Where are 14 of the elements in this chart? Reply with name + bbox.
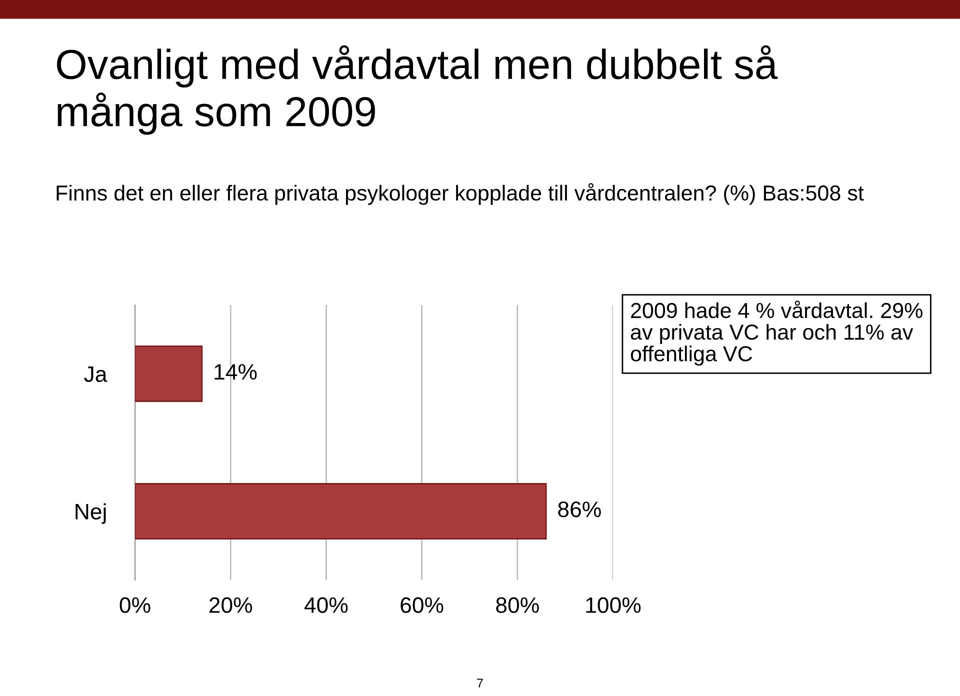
text: 2009 hade 4 % vårdavtal. 29% av privata VC har och 11% av offentliga VC: [630, 300, 922, 366]
chart-title: Ovanligt med vårdavtal men dubbelt så många som 2009: [56, 45, 778, 135]
text: 7: [477, 678, 483, 688]
x-tick-label: 100%: [586, 597, 641, 613]
data-label: 14%: [214, 364, 257, 380]
x-tick-label: 60%: [400, 597, 444, 613]
data-label: 86%: [558, 501, 601, 518]
x-tick-label: 40%: [304, 597, 348, 613]
x-tick-label: 80%: [496, 597, 539, 613]
x-tick-label: 0%: [120, 597, 150, 613]
chart-subtitle: Finns det en eller flera privata psykologer kopplade till vårdcentralen? (%) Bas:508 st: [56, 183, 864, 205]
x-tick-label: 20%: [209, 597, 252, 613]
y-tick-label: Ja: [84, 366, 108, 382]
y-tick-label: Nej: [76, 503, 106, 524]
